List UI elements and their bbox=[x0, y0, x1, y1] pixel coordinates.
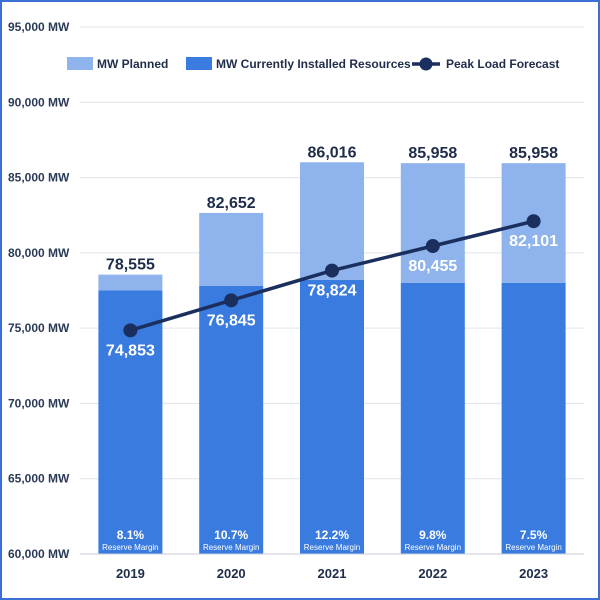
peak-load-point bbox=[325, 263, 339, 278]
y-tick-label: 95,000 MW bbox=[8, 20, 70, 34]
bar-installed bbox=[400, 282, 465, 554]
legend-swatch-installed bbox=[186, 57, 212, 70]
bar-planned bbox=[400, 163, 465, 283]
x-axis: 2019 2020 2021 2022 2023 bbox=[80, 553, 584, 581]
peak-load-point bbox=[224, 293, 239, 308]
reserve-margin-value: 8.1% bbox=[117, 528, 145, 542]
y-tick-label: 85,000 MW bbox=[8, 171, 70, 185]
x-tick-label: 2022 bbox=[418, 566, 447, 581]
peak-load-label: 78,824 bbox=[308, 283, 357, 300]
reserve-margin-caption: Reserve Margin bbox=[505, 543, 561, 552]
bar-total-label: 78,555 bbox=[106, 257, 155, 274]
peak-load-label: 80,455 bbox=[408, 258, 457, 275]
bar-planned bbox=[199, 212, 264, 286]
peak-load-point bbox=[123, 323, 138, 338]
bar-total-label: 86,016 bbox=[308, 144, 357, 161]
legend-swatch-planned bbox=[67, 57, 93, 70]
y-axis: 60,000 MW 65,000 MW 70,000 MW 75,000 MW 80,0… bbox=[8, 20, 70, 561]
y-tick-label: 80,000 MW bbox=[8, 246, 70, 260]
bar-planned bbox=[300, 162, 364, 280]
legend: MW Planned MW Currently Installed Resourc… bbox=[67, 57, 559, 71]
x-tick-label: 2020 bbox=[217, 566, 246, 581]
bar-planned bbox=[98, 274, 163, 291]
reserve-margin-value: 9.8% bbox=[419, 528, 447, 542]
y-tick-label: 90,000 MW bbox=[8, 95, 70, 109]
bars bbox=[98, 162, 566, 554]
y-tick-label: 60,000 MW bbox=[8, 547, 70, 561]
bar-installed bbox=[300, 279, 364, 554]
reserve-margin-value: 10.7% bbox=[214, 528, 248, 542]
reserve-margin-caption: Reserve Margin bbox=[304, 543, 360, 552]
reserve-margin-caption: Reserve Margin bbox=[102, 543, 158, 552]
y-tick-label: 65,000 MW bbox=[8, 472, 70, 486]
x-tick-label: 2019 bbox=[116, 566, 145, 581]
y-tick-label: 70,000 MW bbox=[8, 396, 70, 410]
y-tick-label: 75,000 MW bbox=[8, 321, 70, 335]
bar-total-label: 85,958 bbox=[509, 145, 558, 162]
x-tick-label: 2023 bbox=[519, 566, 548, 581]
bar-total-label: 85,958 bbox=[408, 145, 457, 162]
bar-total-label: 82,652 bbox=[207, 195, 256, 212]
bar-installed bbox=[199, 285, 264, 554]
peak-load-line bbox=[123, 214, 541, 338]
legend-swatch-peak-marker bbox=[419, 57, 433, 71]
reserve-margin-value: 7.5% bbox=[520, 528, 548, 542]
peak-load-label: 76,845 bbox=[207, 312, 256, 329]
bar-installed bbox=[501, 282, 566, 554]
peak-load-label: 82,101 bbox=[509, 233, 558, 250]
peak-load-point bbox=[425, 239, 440, 254]
x-tick-label: 2021 bbox=[318, 566, 347, 581]
peak-load-point bbox=[526, 214, 541, 229]
peak-load-label: 74,853 bbox=[106, 342, 155, 359]
legend-label-peak: Peak Load Forecast bbox=[446, 57, 559, 71]
reserve-margin-caption: Reserve Margin bbox=[405, 543, 461, 552]
reserve-margin-caption: Reserve Margin bbox=[203, 543, 259, 552]
legend-label-planned: MW Planned bbox=[97, 57, 168, 71]
reserve-margin-value: 12.2% bbox=[315, 528, 349, 542]
legend-label-installed: MW Currently Installed Resources bbox=[216, 57, 411, 71]
